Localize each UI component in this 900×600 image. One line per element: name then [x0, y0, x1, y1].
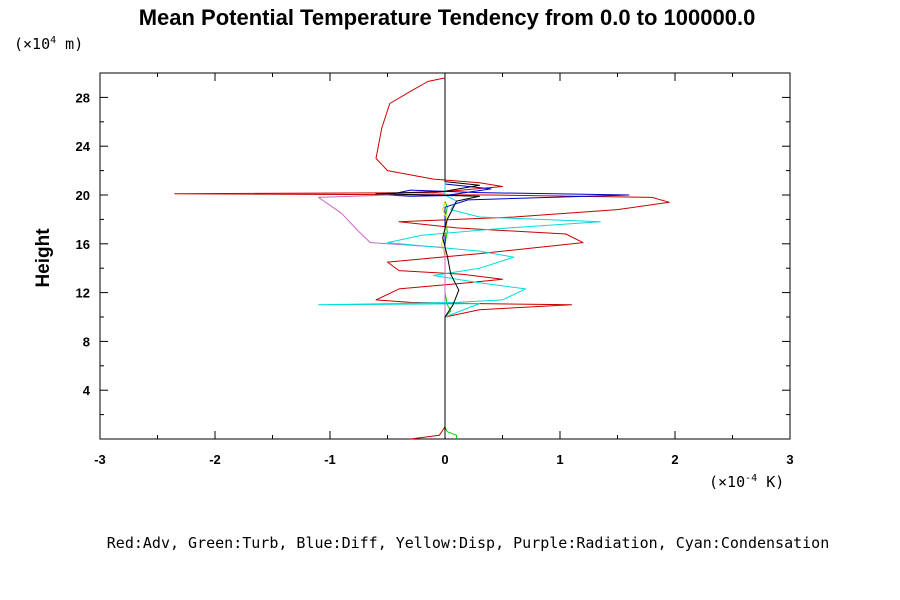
x-axis-unit: (×10-4 K)	[709, 473, 784, 491]
y-tick-label: 4	[83, 383, 91, 398]
y-axis-unit: (×104 m)	[14, 35, 83, 53]
x-tick-label: -1	[324, 452, 336, 467]
x-tick-label: 1	[556, 452, 563, 467]
y-axis-label: Height	[33, 228, 54, 288]
y-tick-label: 8	[83, 334, 90, 349]
x-unit-post: K)	[757, 473, 784, 491]
series-line-adv	[174, 77, 670, 440]
x-tick-label: 3	[786, 452, 793, 467]
tick-marks	[99, 73, 791, 439]
series-line-total	[375, 77, 480, 439]
x-tick-label: -2	[209, 452, 221, 467]
chart-title: Mean Potential Temperature Tendency from…	[139, 5, 756, 30]
legend-text: Red:Adv, Green:Turb, Blue:Diff, Yellow:D…	[107, 534, 829, 552]
y-unit-post: m)	[56, 35, 83, 53]
series-line-radiation	[318, 193, 446, 439]
series-line-condensation	[318, 77, 601, 439]
series-line-turb	[444, 200, 457, 439]
x-tick-label: 0	[441, 452, 448, 467]
y-tick-label: 24	[76, 139, 91, 154]
y-tick-label: 28	[76, 90, 90, 105]
y-tick-label: 16	[76, 237, 90, 252]
y-tick-label: 20	[76, 188, 90, 203]
y-unit-exp: 4	[50, 35, 56, 46]
series-lines	[174, 77, 670, 440]
y-tick-label: 12	[76, 286, 90, 301]
x-unit-pre: (×10	[709, 473, 745, 491]
y-unit-pre: (×10	[14, 35, 50, 53]
x-tick-label: -3	[94, 452, 106, 467]
x-tick-label: 2	[671, 452, 678, 467]
x-unit-exp: -4	[745, 473, 757, 484]
